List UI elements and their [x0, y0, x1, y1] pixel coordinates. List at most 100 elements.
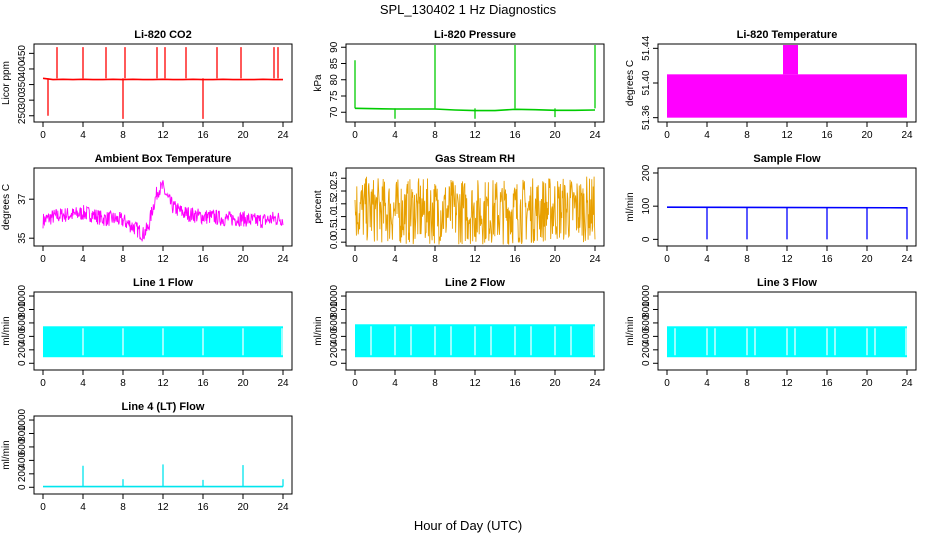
data-band	[667, 74, 907, 118]
y-tick-label: 600	[17, 314, 28, 331]
x-tick-label: 24	[589, 378, 601, 389]
x-tick-label: 8	[744, 130, 750, 141]
x-tick-label: 4	[704, 130, 710, 141]
panel-title: Line 4 (LT) Flow	[122, 401, 205, 413]
y-tick-label: 800	[641, 301, 652, 318]
panel-9: Line 3 Flow ml/min 0 4 8 12 16 20 24 0 20040060080…	[625, 277, 917, 389]
panel-title: Sample Flow	[753, 153, 821, 165]
panel-frame	[33, 167, 293, 247]
x-tick-label: 16	[509, 254, 521, 265]
y-tick-label: 51.40	[641, 70, 652, 95]
x-axis-label: Hour of Day (UTC)	[413, 518, 523, 533]
x-tick-label: 8	[744, 254, 750, 265]
panel-title: Li-820 CO2	[134, 29, 191, 41]
y-tick-label: 51.44	[641, 35, 652, 60]
y-axis-label: degrees C	[625, 60, 636, 106]
y-tick-label: 1.5	[329, 196, 340, 210]
panel-6: Sample Flow ml/min 0 4 8 12 16 20 24 0 100 200	[625, 153, 917, 265]
y-tick-label: 75	[329, 90, 340, 102]
panel-10: Line 4 (LT) Flow ml/min 0 4 8 12 16 20 24 0 200400…	[1, 401, 293, 513]
y-tick-label: 0.0	[329, 235, 340, 249]
y-tick-label: 0	[641, 360, 652, 366]
x-tick-label: 12	[469, 378, 481, 389]
y-tick-label: 200	[329, 341, 340, 358]
x-tick-label: 0	[40, 130, 46, 141]
x-tick-label: 8	[432, 254, 438, 265]
y-tick-label: 37	[17, 193, 28, 205]
x-tick-label: 8	[432, 130, 438, 141]
x-tick-label: 8	[120, 378, 126, 389]
panel-title: Ambient Box Temperature	[95, 153, 232, 165]
x-tick-label: 0	[40, 254, 46, 265]
y-tick-label: 0	[641, 236, 652, 242]
y-tick-label: 200	[17, 465, 28, 482]
data-band	[783, 45, 798, 75]
panel-title: Line 1 Flow	[133, 277, 193, 289]
x-tick-label: 4	[704, 254, 710, 265]
x-tick-label: 24	[277, 378, 289, 389]
x-tick-label: 0	[352, 254, 358, 265]
data-series	[42, 180, 284, 242]
y-tick-label: 35	[17, 232, 28, 244]
y-tick-label: 800	[329, 301, 340, 318]
x-tick-label: 0	[40, 378, 46, 389]
figure-title: SPL_130402 1 Hz Diagnostics	[379, 2, 557, 17]
panel-title: Li-820 Pressure	[434, 29, 516, 41]
x-tick-label: 16	[197, 130, 209, 141]
y-tick-label: 0	[329, 360, 340, 366]
x-tick-label: 20	[549, 378, 561, 389]
y-tick-label: 1000	[641, 284, 652, 307]
x-tick-label: 24	[277, 130, 289, 141]
y-tick-label: 2.5	[329, 171, 340, 185]
y-tick-label: 1.0	[329, 209, 340, 223]
y-tick-label: 300	[17, 91, 28, 108]
y-axis-label: ml/min	[625, 316, 636, 345]
x-tick-label: 12	[469, 130, 481, 141]
y-tick-label: 1000	[17, 408, 28, 431]
y-tick-label: 600	[641, 314, 652, 331]
x-tick-label: 12	[157, 254, 169, 265]
panel-title: Li-820 Temperature	[737, 29, 838, 41]
x-tick-label: 24	[277, 502, 289, 513]
y-axis-label: ml/min	[625, 192, 636, 221]
y-tick-label: 100	[641, 197, 652, 214]
x-tick-label: 24	[589, 130, 601, 141]
y-axis-label: ml/min	[1, 440, 12, 469]
y-tick-label: 400	[17, 60, 28, 77]
x-tick-label: 12	[781, 378, 793, 389]
x-tick-label: 0	[40, 502, 46, 513]
x-tick-label: 20	[861, 378, 873, 389]
x-tick-label: 20	[549, 254, 561, 265]
x-tick-label: 20	[237, 254, 249, 265]
y-tick-label: 85	[329, 58, 340, 70]
x-tick-label: 16	[821, 254, 833, 265]
y-tick-label: 600	[329, 314, 340, 331]
y-tick-label: 200	[17, 341, 28, 358]
x-tick-label: 16	[821, 378, 833, 389]
y-axis-label: ml/min	[1, 316, 12, 345]
y-tick-label: 80	[329, 74, 340, 86]
x-tick-label: 16	[509, 378, 521, 389]
panel-4: Ambient Box Temperature degrees C 0 4 8 12 16 2…	[1, 153, 293, 265]
x-tick-label: 20	[237, 502, 249, 513]
x-tick-label: 24	[277, 254, 289, 265]
x-tick-label: 4	[80, 254, 86, 265]
panel-title: Gas Stream RH	[435, 153, 515, 165]
x-tick-label: 12	[157, 130, 169, 141]
y-tick-label: 400	[641, 328, 652, 345]
x-tick-label: 4	[392, 378, 398, 389]
y-tick-label: 800	[17, 301, 28, 318]
x-tick-label: 0	[352, 378, 358, 389]
x-tick-label: 20	[861, 254, 873, 265]
y-tick-label: 400	[329, 328, 340, 345]
panel-5: Gas Stream RH percent 0 4 8 12 16 20 24 0.00.51.0…	[313, 153, 605, 265]
y-tick-label: 400	[17, 328, 28, 345]
x-tick-label: 20	[861, 130, 873, 141]
panel-title: Line 2 Flow	[445, 277, 505, 289]
y-tick-label: 250	[17, 107, 28, 124]
y-tick-label: 0.5	[329, 222, 340, 236]
x-tick-label: 4	[392, 254, 398, 265]
x-tick-label: 4	[80, 502, 86, 513]
